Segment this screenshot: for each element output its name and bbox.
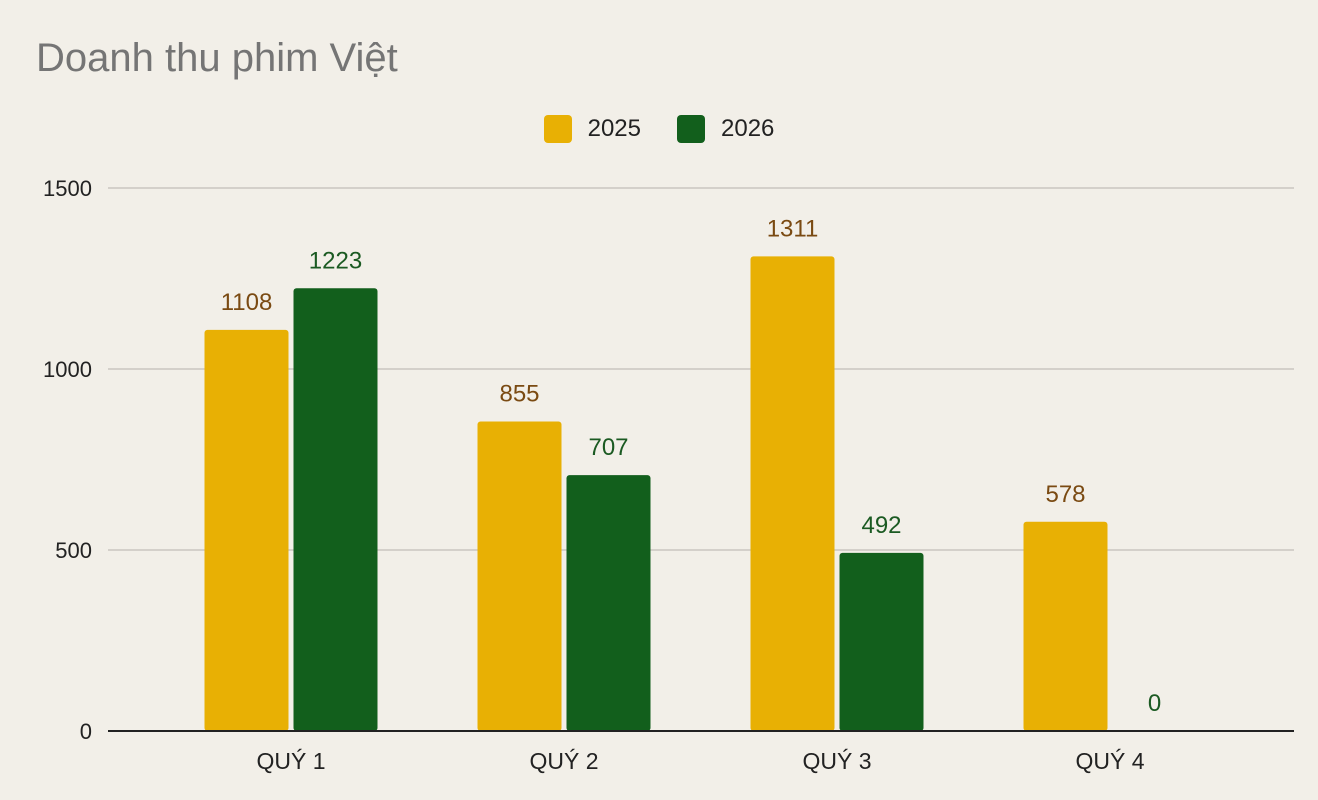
y-tick-label-0: 0 [80,719,92,744]
x-tick-label-q4: QUÝ 4 [1075,748,1144,774]
data-label-2026-q3: 492 [861,512,901,539]
bar-2026-q2 [566,475,651,731]
legend-item-2025: 2025 [543,115,641,143]
chart-title: Doanh thu phim Việt [36,36,398,80]
data-label-2025-q1: 1108 [221,289,273,316]
data-label-2026-q2: 707 [588,434,628,461]
x-tick-label-q2: QUÝ 2 [529,748,598,774]
bar-2026-q1 [293,288,378,731]
x-tick-label-q3: QUÝ 3 [802,748,871,774]
data-label-2025-q2: 855 [499,380,539,407]
y-tick-label-500: 500 [55,538,92,563]
legend-label-2025: 2025 [587,115,641,142]
x-tick-label-q1: QUÝ 1 [256,748,325,774]
data-label-2026-q4: 0 [1148,690,1161,717]
bar-2025-q2 [477,421,562,731]
legend-swatch-2025 [543,115,572,143]
data-label-2025-q3: 1311 [767,215,819,242]
legend-label-2026: 2026 [721,115,775,142]
bar-2025-q1 [204,329,289,731]
data-label-2026-q1: 1223 [309,247,362,274]
legend: 2025 2026 [0,115,1318,143]
bar-2026-q3 [839,552,924,731]
data-label-2025-q4: 578 [1045,481,1085,508]
y-tick-label-1000: 1000 [43,357,92,382]
y-tick-label-1500: 1500 [43,176,92,201]
legend-item-2026: 2026 [677,115,774,143]
bar-2025-q4 [1023,521,1108,731]
bar-2025-q3 [750,256,835,731]
legend-swatch-2026 [677,115,705,143]
